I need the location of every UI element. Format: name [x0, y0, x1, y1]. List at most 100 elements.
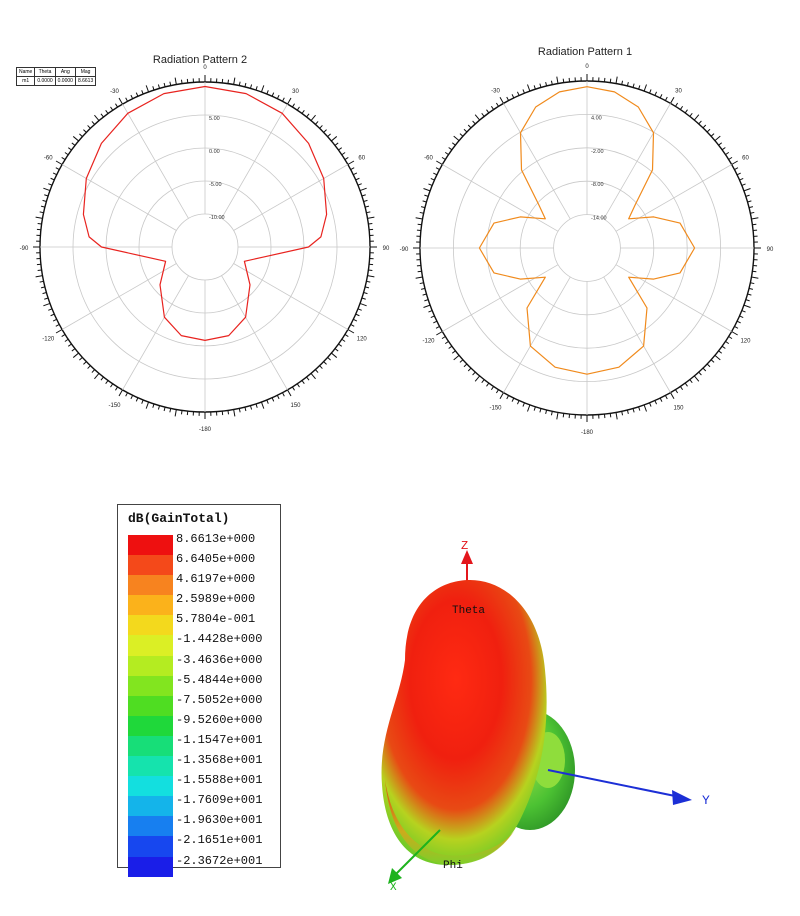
- main-lobe: [381, 580, 547, 865]
- legend-color-swatch: [128, 735, 173, 757]
- angle-tick-label: -30: [491, 89, 500, 95]
- legend-value-label: -7.5052e+000: [176, 692, 263, 707]
- angle-tick-label: 90: [767, 247, 774, 253]
- legend-value-label: 8.6613e+000: [176, 532, 256, 546]
- x-axis-line: [394, 829, 441, 876]
- angle-tick-label: 60: [358, 156, 365, 162]
- legend-value-label: -2.3672e+001: [176, 853, 263, 868]
- polar-chart-1-title: Radiation Pattern 1: [537, 46, 633, 58]
- polar-data-curve: [478, 86, 696, 375]
- polar-chart-radiation-pattern-1: 0 30 60 90 120 150 -180 -150 -120 -90 -60 -30 4.00 -2…: [400, 64, 774, 436]
- angle-tick-mark: [423, 188, 431, 192]
- legend-value-label: -3.4636e+000: [176, 652, 263, 667]
- marker-table-cell: m1: [15, 76, 36, 86]
- angle-tick-mark: [693, 375, 700, 382]
- angle-tick-mark: [72, 352, 79, 358]
- angle-tick-mark: [35, 216, 43, 219]
- legend-value-label: -2.1651e+001: [176, 833, 263, 848]
- angle-tick-mark: [287, 97, 292, 105]
- legend-color-swatch: [128, 615, 173, 636]
- polar-grid-spoke: [221, 103, 288, 219]
- angle-tick-mark: [499, 392, 504, 399]
- legend-color-swatch: [128, 595, 173, 616]
- z-axis-arrow: [461, 550, 473, 564]
- angle-tick-mark: [347, 160, 355, 165]
- angle-tick-label: 30: [675, 89, 682, 95]
- angle-tick-mark: [556, 76, 559, 84]
- angle-tick-label: -120: [423, 339, 436, 345]
- polar-chart-2-title: Radiation Pattern 2: [152, 54, 248, 66]
- angle-tick-mark: [527, 404, 531, 412]
- legend-color-swatch: [128, 715, 173, 736]
- angle-tick-label: -60: [424, 156, 433, 162]
- legend-color-swatch: [128, 655, 173, 676]
- angle-tick-mark: [751, 276, 759, 279]
- legend-value-label: -1.7609e+001: [176, 793, 263, 808]
- angle-tick-mark: [423, 304, 431, 308]
- legend-color-swatch: [128, 555, 173, 576]
- polar-grid-spoke: [61, 263, 177, 330]
- angle-tick-mark: [174, 409, 177, 417]
- angle-tick-mark: [310, 114, 316, 121]
- angle-tick-label: -150: [489, 405, 502, 411]
- angle-tick-mark: [436, 331, 443, 336]
- legend-color-swatch: [128, 575, 173, 596]
- polar-grid-spoke: [61, 164, 177, 231]
- angle-tick-mark: [55, 160, 63, 165]
- y-axis-label: Y: [702, 793, 710, 808]
- angle-tick-mark: [474, 114, 481, 121]
- angle-tick-mark: [693, 114, 700, 121]
- legend-color-scale: [128, 535, 173, 877]
- angle-tick-mark: [310, 373, 316, 380]
- angle-tick-mark: [359, 302, 367, 307]
- legend-color-swatch: [128, 695, 173, 716]
- angle-tick-mark: [233, 77, 236, 85]
- angle-tick-label: 90: [383, 246, 390, 252]
- angle-tick-mark: [527, 84, 531, 92]
- angle-tick-mark: [260, 85, 265, 93]
- polar-chart-radiation-pattern-2: 0 30 60 90 120 150 -180 -150 -120 -90 -60 -30 5.00 0.…: [20, 65, 390, 433]
- y-axis-arrow: [672, 790, 692, 805]
- legend-value-label: -1.3568e+001: [176, 753, 263, 768]
- angle-tick-label: -90: [20, 246, 29, 252]
- angle-tick-mark: [714, 135, 721, 142]
- phi-label: Phi: [443, 860, 463, 872]
- angle-tick-mark: [731, 331, 738, 336]
- polar-grid-spoke: [503, 276, 571, 393]
- angle-tick-mark: [367, 216, 375, 219]
- legend-color-swatch: [128, 635, 173, 656]
- legend-value-label: -9.5260e+000: [176, 712, 263, 727]
- angle-tick-mark: [615, 412, 618, 420]
- y-axis-line: [547, 769, 681, 798]
- angle-tick-label: 150: [290, 403, 301, 409]
- legend-color-swatch: [128, 535, 173, 556]
- angle-tick-mark: [643, 404, 647, 412]
- legend-color-swatch: [128, 816, 173, 837]
- polar-grid-spoke: [122, 275, 189, 391]
- angle-tick-label: 150: [673, 405, 684, 411]
- radial-tick-label: -8.00: [591, 182, 604, 188]
- legend-value-label: -5.4844e+000: [176, 672, 263, 687]
- angle-tick-label: -180: [581, 430, 594, 436]
- angle-tick-mark: [670, 392, 675, 399]
- polar-grid-spoke: [615, 164, 732, 232]
- radiation-pattern-3d: Z Theta Y Phi X: [381, 539, 710, 894]
- polar-grid-spoke: [503, 103, 571, 220]
- polar-grid-ring: [553, 214, 621, 282]
- angle-tick-mark: [743, 304, 751, 308]
- angle-tick-mark: [287, 389, 292, 397]
- legend-color-swatch: [128, 796, 173, 817]
- angle-tick-label: 30: [292, 89, 299, 95]
- legend-value-label: 6.6405e+000: [176, 552, 256, 567]
- angle-tick-mark: [35, 275, 43, 278]
- legend-value-label: -1.9630e+001: [176, 813, 263, 828]
- angle-tick-mark: [347, 329, 355, 334]
- legend-value-label: 4.6197e+000: [176, 572, 256, 587]
- radial-tick-label: 4.00: [591, 115, 602, 121]
- polar-grid-spoke: [615, 264, 732, 332]
- angle-tick-mark: [359, 187, 367, 192]
- angle-tick-mark: [415, 276, 423, 279]
- angle-tick-label: -30: [110, 89, 119, 95]
- angle-tick-mark: [367, 275, 375, 278]
- gain-color-legend: dB(GainTotal) 8.6613e+000 6.6405e+000 4.61…: [117, 504, 281, 877]
